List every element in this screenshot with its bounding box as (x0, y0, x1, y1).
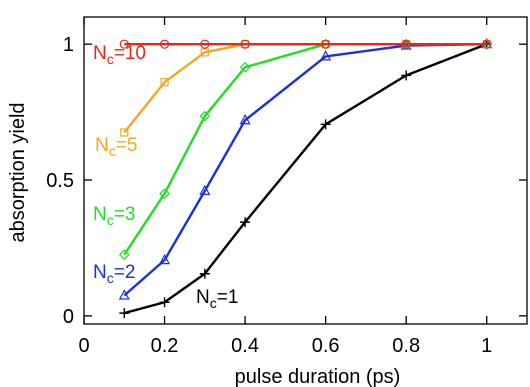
data-point-plus (240, 217, 251, 228)
data-point-plus (320, 119, 331, 130)
data-point-triangle (320, 50, 332, 61)
y-tick-label: 0 (63, 306, 74, 328)
data-point-plus (401, 70, 412, 81)
data-point-square (120, 128, 129, 137)
data-point-triangle (239, 113, 251, 125)
data-point-plus (119, 308, 130, 319)
data-point-circle (200, 39, 210, 49)
data-point-circle (482, 39, 492, 49)
series-label: Nc=3 (93, 204, 135, 228)
data-point-circle (159, 39, 170, 49)
series-line (123, 43, 488, 315)
series-line (123, 42, 487, 297)
series-label: Nc=1 (196, 287, 238, 311)
x-axis-title: pulse duration (ps) (235, 366, 401, 387)
data-point-circle (401, 39, 411, 49)
plot-frame (83, 16, 528, 325)
series-line (123, 42, 487, 134)
data-point-square (160, 78, 169, 87)
data-point-circle (119, 39, 129, 49)
series-label: Nc=10 (93, 43, 146, 67)
data-point-circle (321, 39, 331, 49)
series-label: Nc=5 (95, 135, 137, 159)
x-tick-label: 0.6 (312, 335, 340, 357)
x-tick-label: 1 (481, 335, 492, 357)
data-point-diamond (199, 110, 211, 122)
x-tick-label: 0.2 (151, 335, 179, 357)
data-point-triangle (118, 289, 130, 300)
data-point-triangle (199, 184, 211, 195)
series-label: Nc=2 (93, 262, 135, 286)
data-point-square (200, 48, 209, 57)
data-point-triangle (159, 253, 171, 265)
y-axis-title: absorption yield (7, 102, 29, 242)
y-tick-label: 1 (63, 34, 74, 56)
x-tick-label: 0.8 (392, 335, 420, 357)
data-point-diamond (118, 249, 130, 261)
data-point-diamond (239, 61, 251, 73)
data-point-plus (159, 297, 170, 308)
data-point-plus (199, 268, 210, 279)
data-point-diamond (159, 188, 170, 199)
x-tick-label: 0 (78, 335, 89, 357)
data-point-circle (240, 39, 250, 49)
y-tick-label: 0.5 (46, 170, 74, 192)
x-tick-label: 0.4 (231, 335, 259, 357)
